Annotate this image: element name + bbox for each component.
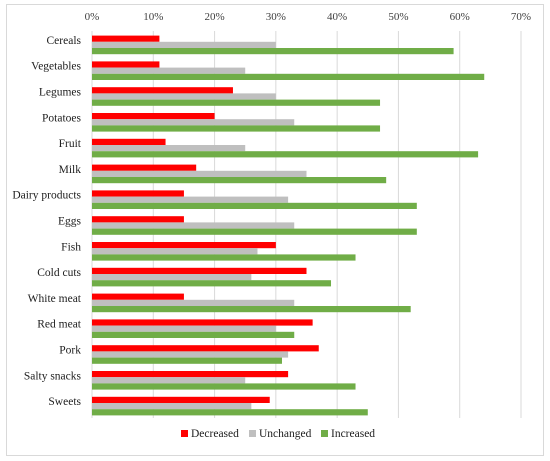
bar-increased [92,331,295,338]
x-tick-label: 60% [450,11,470,23]
bar-unchanged [92,377,246,384]
bar-unchanged [92,41,276,48]
bar-decreased [92,113,215,120]
bar-unchanged [92,196,289,203]
bar-increased [92,306,411,313]
x-tick-label: 20% [204,11,224,23]
bar-decreased [92,267,307,274]
category-label: Cold cuts [37,267,81,279]
x-tick-label: 70% [511,11,531,23]
bar-decreased [92,190,184,197]
x-tick-label: 30% [266,11,286,23]
category-label: Fish [61,241,81,253]
bar-unchanged [92,274,252,281]
legend-label-increased: Increased [331,428,375,440]
category-label: Pork [59,345,81,357]
bar-unchanged [92,145,246,152]
bar-increased [92,383,356,390]
bar-unchanged [92,248,258,255]
x-tick-label: 40% [327,11,347,23]
category-label: Milk [59,164,82,176]
bar-increased [92,280,332,287]
x-tick-label: 50% [388,11,408,23]
bar-decreased [92,35,160,42]
category-label: Dairy products [12,190,81,202]
bar-decreased [92,293,184,300]
x-tick-labels: 0% 10% 20% 30% 40% 50% 60% 70% [85,11,531,23]
bar-unchanged [92,299,295,306]
category-label: Sweets [48,396,81,408]
bars [92,35,485,416]
bar-increased [92,409,368,416]
bar-unchanged [92,325,276,332]
category-label: Eggs [58,216,82,228]
legend-swatch-unchanged [249,430,256,437]
bar-increased [92,99,381,106]
bar-decreased [92,138,166,145]
legend-swatch-decreased [181,430,188,437]
bar-increased [92,202,417,209]
category-label: Vegetables [31,61,81,73]
bar-unchanged [92,170,307,177]
bar-unchanged [92,119,295,126]
bar-increased [92,254,356,261]
bar-decreased [92,345,319,352]
bar-unchanged [92,67,246,74]
category-label: Red meat [37,319,82,331]
bar-decreased [92,371,289,378]
category-label: Salty snacks [24,370,82,382]
bar-unchanged [92,93,276,100]
bar-unchanged [92,351,289,358]
category-label: White meat [28,293,82,305]
bar-increased [92,357,282,364]
legend-label-unchanged: Unchanged [259,428,312,440]
bar-decreased [92,87,233,94]
category-label: Cereals [47,35,82,47]
bar-decreased [92,242,276,249]
bar-decreased [92,164,197,171]
bar-decreased [92,319,313,326]
bar-increased [92,228,417,235]
legend-label-decreased: Decreased [191,428,239,440]
x-tick-label: 10% [143,11,163,23]
bar-increased [92,73,485,80]
bar-decreased [92,216,184,223]
x-tick-label: 0% [85,11,100,23]
category-label: Potatoes [42,112,81,124]
bar-decreased [92,396,270,403]
category-label: Fruit [59,138,82,150]
bar-increased [92,125,381,132]
bar-unchanged [92,403,252,410]
category-labels: Cereals Vegetables Legumes Potatoes Fruit Mil… [12,35,81,408]
bar-increased [92,177,387,184]
bar-increased [92,48,454,55]
bar-decreased [92,61,160,68]
category-label: Legumes [39,87,82,99]
legend: Decreased Unchanged Increased [181,428,375,440]
bar-unchanged [92,222,295,229]
bar-increased [92,151,479,158]
legend-swatch-increased [321,430,328,437]
